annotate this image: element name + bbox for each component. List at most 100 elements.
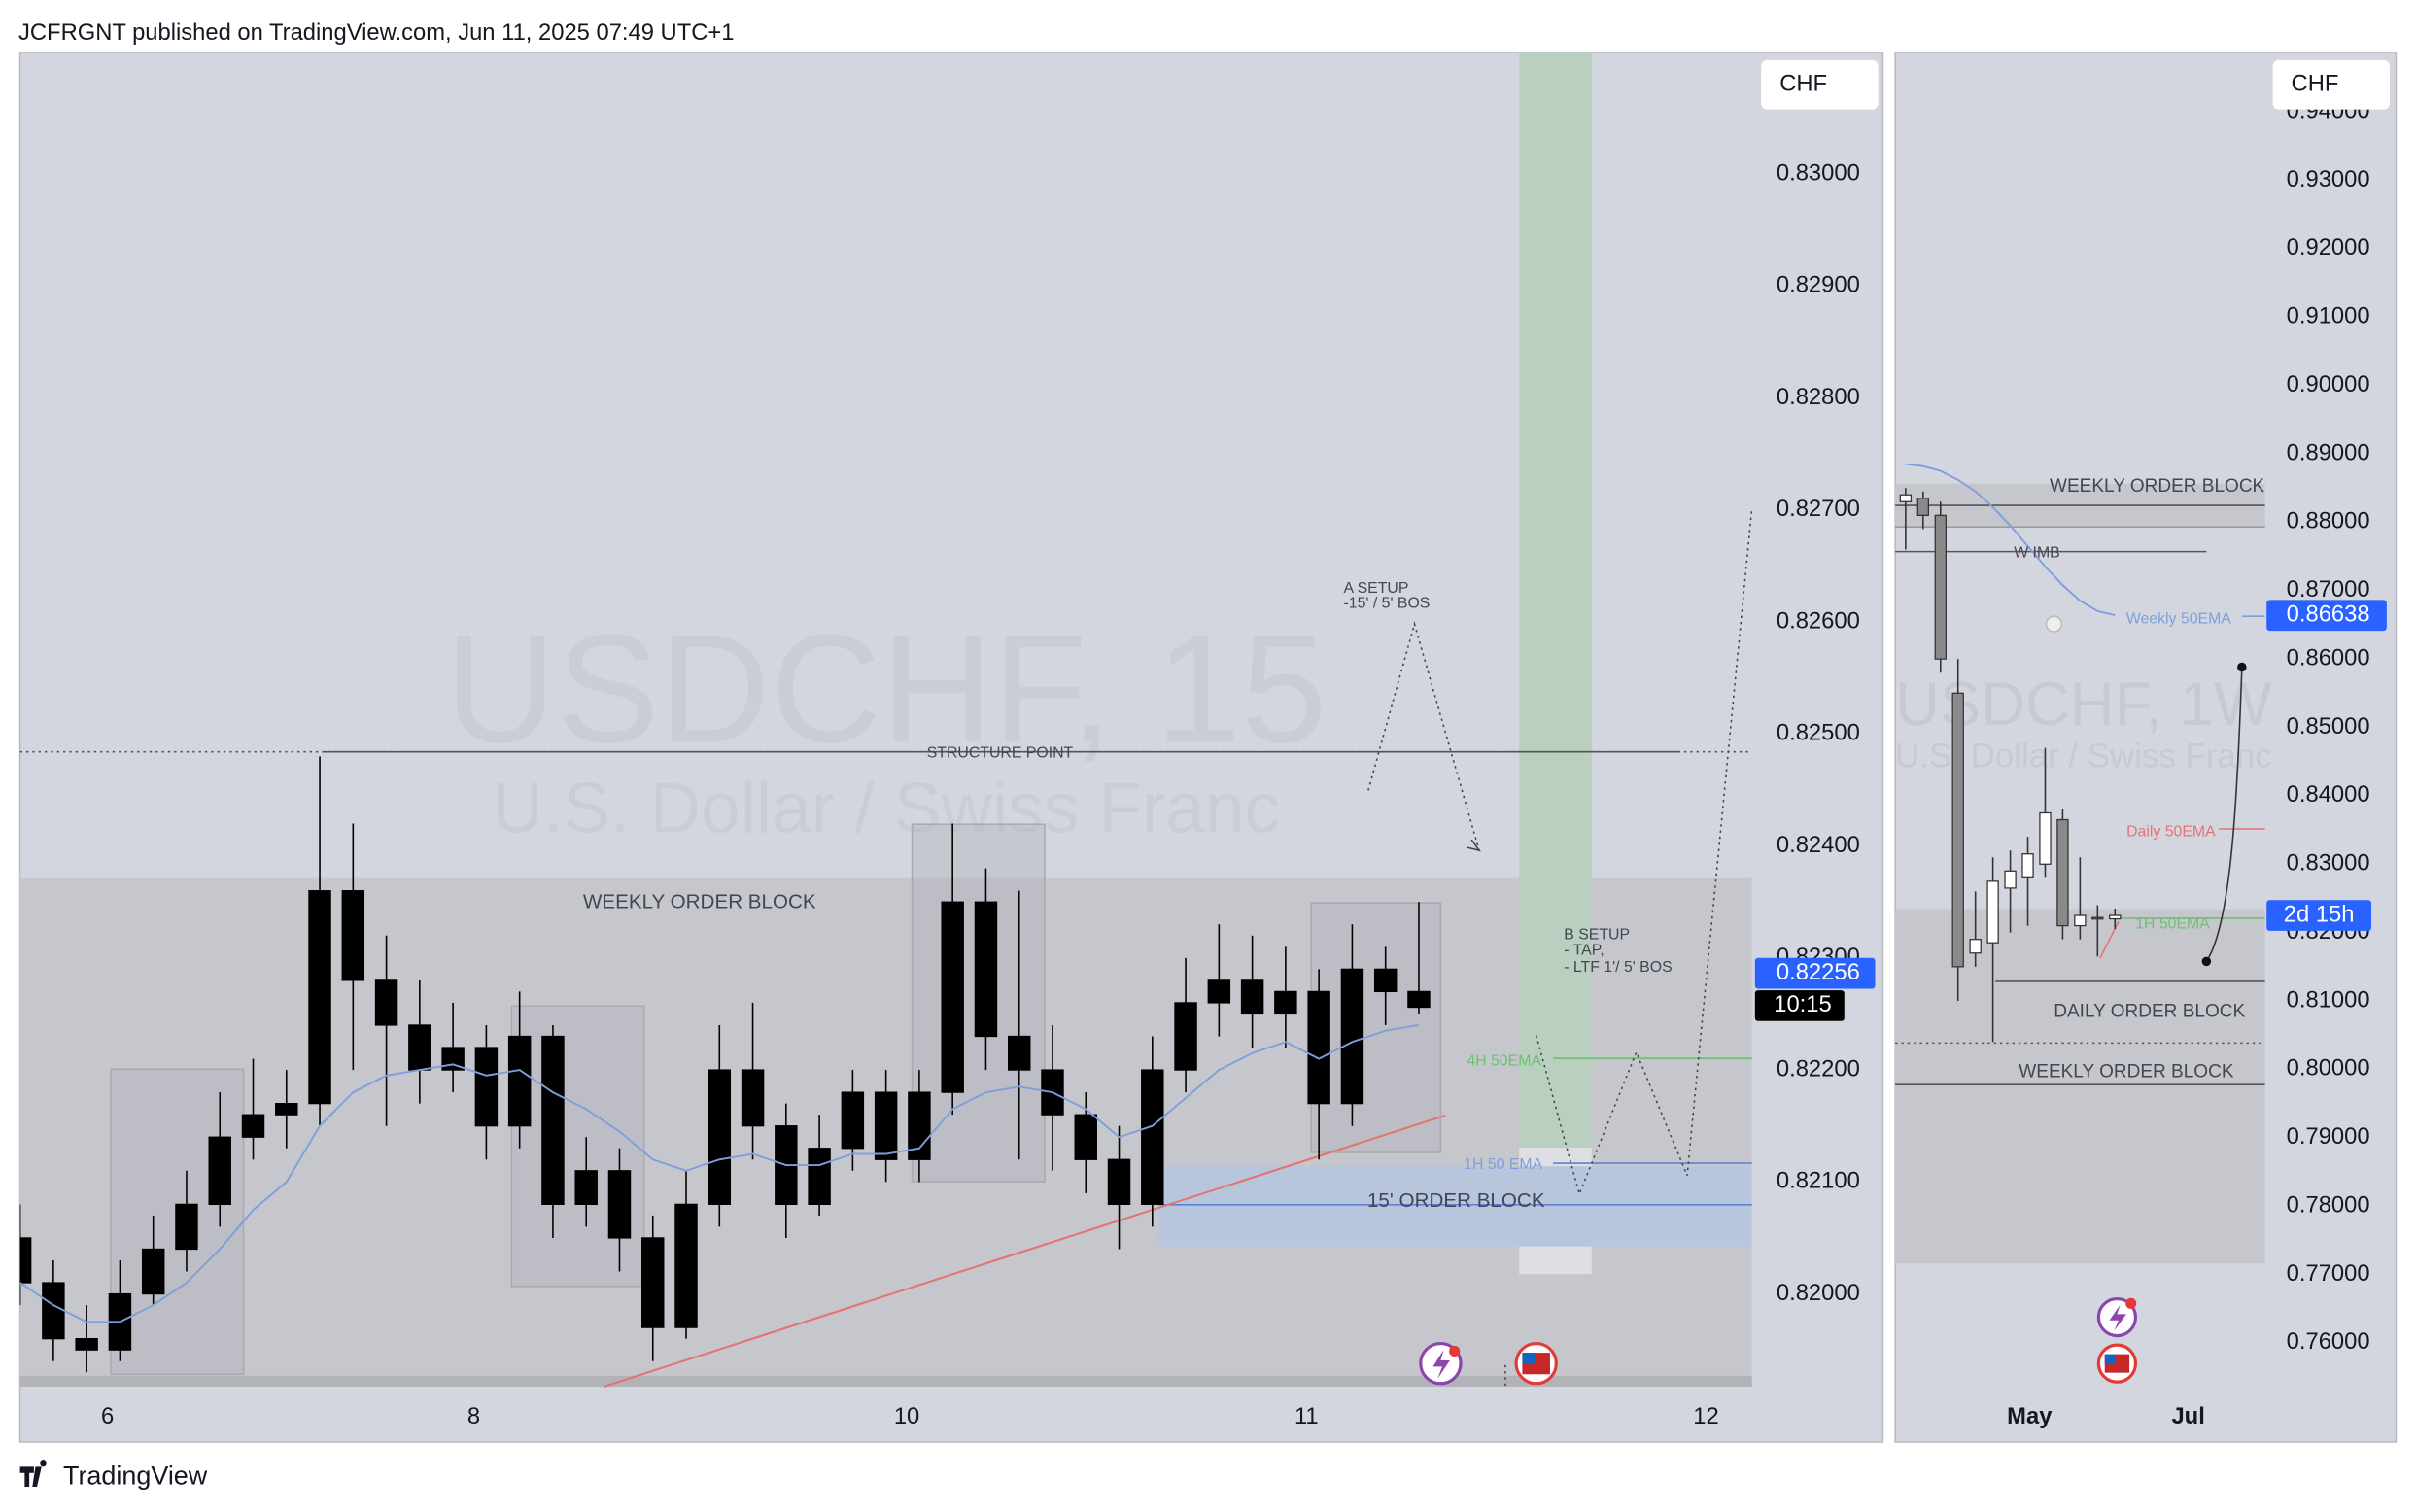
lightning (2109, 1304, 2126, 1331)
candle-body (2074, 914, 2087, 927)
y-tick-label: 0.82400 (1777, 832, 1860, 858)
price-axis: 0.76000 0.77000 0.78000 0.79000 0.80000 0.810… (2007, 97, 2387, 1429)
candle-body (974, 901, 998, 1038)
candle-body (408, 1024, 431, 1071)
y-tick-label: 0.79000 (2287, 1123, 2370, 1150)
y-tick-label: 0.82000 (1777, 1280, 1860, 1306)
range-box (1310, 902, 1442, 1153)
countdown-box (1754, 990, 1845, 1021)
candle-body (674, 1203, 698, 1328)
x-tick-label: May (2007, 1403, 2053, 1429)
candle-body (1207, 979, 1231, 1004)
candle-body (1007, 1035, 1031, 1071)
candle-body (141, 1248, 165, 1295)
arrow-head (1467, 839, 1481, 852)
candle-body (1307, 990, 1330, 1105)
annotation: Daily 50EMA (2126, 823, 2216, 840)
candle-body (341, 890, 365, 981)
annotation: W IMB (2014, 544, 2060, 561)
daily-order-block-zone (1895, 909, 2265, 1264)
candle-body (241, 1114, 265, 1138)
y-tick-label: 0.76000 (2287, 1328, 2370, 1355)
candle-body (208, 1136, 231, 1205)
candle-body (808, 1148, 831, 1205)
y-tick-label: 0.90000 (2287, 371, 2370, 397)
candle-body (2056, 818, 2069, 927)
candle-body (541, 1035, 565, 1205)
y-tick-label: 0.80000 (2287, 1055, 2370, 1082)
candle-body (1951, 692, 1964, 968)
y-tick-label: 0.82200 (1777, 1055, 1860, 1082)
candle-body (1986, 880, 1999, 944)
candles (1899, 463, 2122, 1043)
currency-box[interactable] (2272, 59, 2391, 110)
profit-zone (1519, 52, 1592, 1149)
y-tick-label: 0.78000 (2287, 1191, 2370, 1218)
candle-body (607, 1170, 632, 1239)
footer: TradingView (63, 1461, 208, 1491)
y-tick-label: 0.86000 (2287, 644, 2370, 670)
y-tick-label: 0.82500 (1777, 720, 1860, 746)
logo (19, 1460, 47, 1487)
y-tick-label: 0.82700 (1777, 496, 1860, 522)
annotation: B SETUP (1564, 927, 1630, 944)
y-tick-label: 0.87000 (2287, 576, 2370, 602)
candle-body (2109, 914, 2122, 920)
annotation: WEEKLY ORDER BLOCK (2019, 1062, 2234, 1082)
y-tick-label: 0.82100 (1777, 1168, 1860, 1194)
countdown-box (2266, 900, 2372, 931)
candle-body (1141, 1069, 1164, 1205)
annotation: WEEKLY ORDER BLOCK (2050, 476, 2265, 497)
candle-body (741, 1069, 765, 1127)
y-tick-label: 0.77000 (2287, 1260, 2370, 1287)
currency: CHF (1779, 70, 1827, 96)
candle-body (507, 1035, 532, 1127)
badge (2125, 1297, 2137, 1309)
candle-body (708, 1069, 732, 1205)
y-tick-label: 0.85000 (2287, 713, 2370, 739)
y-tick-label: 0.84000 (2287, 781, 2370, 808)
candle-body (19, 1237, 32, 1284)
candle-body (1899, 494, 1913, 502)
annotation: DAILY ORDER BLOCK (2054, 1002, 2245, 1022)
candle-body (941, 901, 964, 1093)
candle-body (1934, 514, 1947, 660)
arrow-end (2237, 662, 2247, 672)
candle-body (1373, 968, 1398, 993)
y-tick-label: 0.91000 (2287, 303, 2370, 329)
price-axis: 0.820000.821000.822000.823000.824000.825… (101, 159, 1876, 1429)
candle-body (1174, 1002, 1197, 1071)
a-setup-path (1367, 621, 1480, 851)
ema-line (1905, 463, 2116, 617)
candle-body (474, 1047, 499, 1127)
candles (19, 756, 1431, 1373)
candle-body (841, 1091, 865, 1150)
annotation: 15' ORDER BLOCK (1367, 1189, 1545, 1212)
y-tick-label: 0.88000 (2287, 508, 2370, 534)
ema-price-label: 0.86638 (2287, 601, 2370, 628)
y-tick-label: 0.82800 (1777, 384, 1860, 410)
candle-body (2021, 853, 2034, 878)
annotation: - TAP, (1564, 942, 1604, 958)
candle-body (2004, 870, 2017, 889)
candle-body (374, 979, 398, 1026)
candle-body (1969, 939, 1982, 954)
y-tick-label: 0.89000 (2287, 439, 2370, 465)
y-tick-label: 0.92000 (2287, 234, 2370, 260)
candle-body (75, 1338, 98, 1351)
candle-body (874, 1091, 898, 1160)
x-tick-label: Jul (2171, 1403, 2204, 1429)
x-tick-label: 10 (894, 1403, 919, 1429)
candle-body (1240, 979, 1264, 1015)
annotation: 4H 50EMA (1467, 1053, 1541, 1070)
x-tick-label: 12 (1693, 1403, 1718, 1429)
last-price-box (1754, 957, 1876, 989)
x-tick-label: 11 (1294, 1403, 1319, 1429)
candle-body (1274, 990, 1297, 1015)
annotation: A SETUP (1344, 580, 1409, 597)
order-block-15 (1158, 1166, 1752, 1247)
currency-box[interactable] (1761, 59, 1879, 110)
annotation: - LTF 1'/ 5' BOS (1564, 959, 1672, 976)
flag-canton (1522, 1353, 1536, 1364)
